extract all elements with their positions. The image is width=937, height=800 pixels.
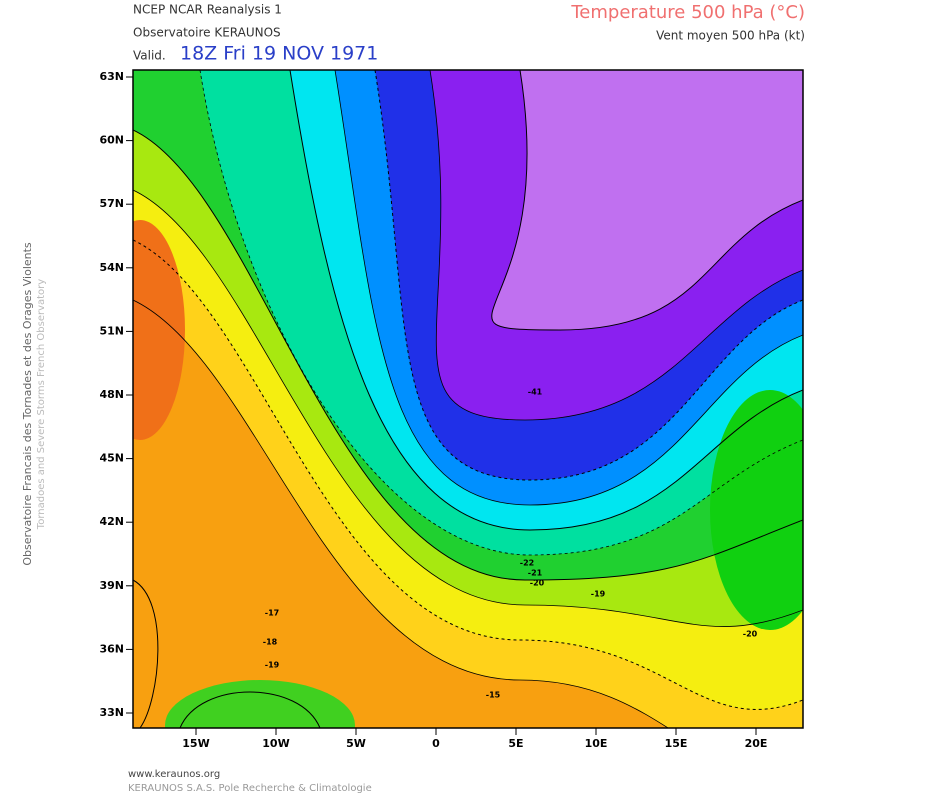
contour-line [133, 239, 803, 710]
color-band [710, 390, 803, 630]
color-band [133, 220, 185, 440]
side-text-fr: Observatoire Francais des Tornades et de… [21, 242, 34, 566]
footer-company: KERAUNOS S.A.S. Pole Recherche & Climato… [128, 783, 372, 794]
lat-label: 54N [99, 261, 124, 274]
contour-label: -21 [528, 569, 543, 578]
color-band [165, 680, 355, 728]
lon-label: 10W [262, 737, 289, 750]
valid-time: 18Z Fri 19 NOV 1971 [180, 43, 378, 65]
source: NCEP NCAR Reanalysis 1 [133, 3, 282, 17]
map-subtitle: Vent moyen 500 hPa (kt) [656, 29, 805, 43]
lat-label: 48N [99, 388, 124, 401]
contour-line [491, 70, 803, 331]
contour-line [199, 70, 803, 556]
contour-label: -19 [265, 661, 280, 670]
provider: Observatoire KERAUNOS [133, 26, 281, 40]
lat-label: 42N [99, 515, 124, 528]
contour-line [179, 691, 321, 728]
map-title: Temperature 500 hPa (°C) [570, 2, 805, 23]
contour-line [133, 579, 159, 728]
lat-label: 33N [99, 706, 124, 719]
valid-label: Valid. [133, 49, 166, 63]
contour-label: -41 [528, 388, 543, 397]
lon-label: 15E [665, 737, 688, 750]
side-text-en: Tornadoes and Severe Storms French Obser… [36, 279, 47, 530]
lat-label: 36N [99, 642, 124, 655]
lon-label: 0 [432, 737, 440, 750]
contour-line [334, 70, 803, 506]
contour-label: -19 [591, 590, 606, 599]
color-band [133, 70, 803, 330]
lat-label: 39N [99, 579, 124, 592]
contour-line [374, 70, 803, 481]
lon-label: 5W [346, 737, 366, 750]
contour-line [429, 70, 803, 421]
footer-url: www.keraunos.org [128, 769, 220, 780]
contour-line [133, 189, 803, 627]
lat-label: 63N [99, 70, 124, 83]
lat-label: 51N [99, 324, 124, 337]
plot-frame [132, 69, 804, 729]
temperature-field [133, 70, 803, 728]
lon-label: 20E [745, 737, 768, 750]
contour-line [133, 299, 669, 728]
contour-line [289, 70, 803, 531]
contour-label: -20 [530, 579, 545, 588]
contour-label: -22 [520, 559, 534, 568]
lon-label: 10E [585, 737, 608, 750]
contour-label: -20 [743, 630, 758, 639]
lat-label: 57N [99, 197, 124, 210]
contour-line [133, 129, 803, 581]
lat-label: 45N [99, 452, 124, 465]
lat-label: 60N [99, 134, 124, 147]
contour-label: -18 [263, 638, 278, 647]
lon-label: 5E [508, 737, 523, 750]
contour-label: -15 [486, 691, 501, 700]
lon-label: 15W [182, 737, 209, 750]
contour-label: -17 [265, 609, 279, 618]
